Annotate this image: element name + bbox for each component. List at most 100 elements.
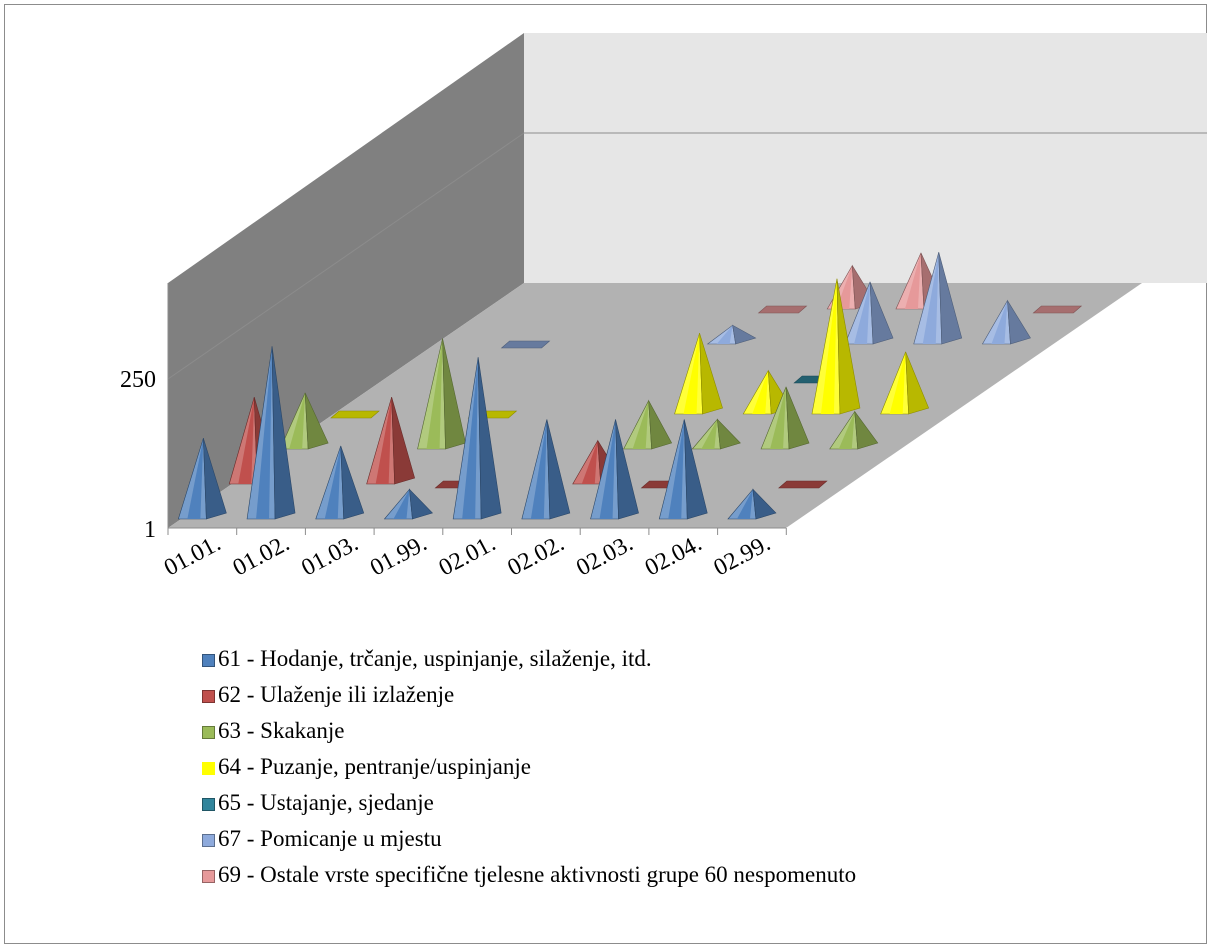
cone-mark-highlight (238, 397, 255, 484)
cone-mark-side (683, 419, 708, 520)
legend-label: 65 - Ustajanje, sjedanje (218, 790, 434, 815)
cone-mark-side (938, 252, 963, 345)
cone-mark-highlight (736, 489, 753, 519)
cone-mark-highlight (889, 351, 906, 414)
x-axis-tick-labels: 01.01. 01.02. 01.03. 01.99. 02.01. 02.02. 02.0… (160, 530, 775, 581)
cone-mark-highlight (752, 370, 769, 414)
chart-plot: 250 1 01.01. 01.02. 01.03. 01.99. 02.01. 02.0… (120, 33, 1207, 581)
side-wall-gridline (167, 132, 525, 380)
cone-mark-highlight (770, 386, 787, 449)
legend-swatch (202, 870, 215, 883)
legend-label: 63 - Skakanje (218, 718, 345, 743)
cone-mark (829, 410, 879, 450)
cone-mark (778, 480, 828, 489)
cone-mark-side (785, 386, 810, 450)
x-tick-label: 02.02. (503, 530, 568, 581)
back-wall (524, 33, 1207, 283)
cone-mark-highlight (904, 252, 921, 309)
cone-mark-base (500, 340, 551, 349)
cone-mark-highlight (820, 278, 837, 414)
cone-mark-highlight (375, 397, 392, 484)
cone-mark-highlight (701, 419, 718, 449)
cone-mark-side (648, 400, 673, 450)
cone-mark-side (304, 392, 329, 450)
legend-item: 64 - Puzanje, pentranje/uspinjanje (202, 749, 856, 785)
legend-label: 61 - Hodanje, trčanje, uspinjanje, silaž… (218, 646, 652, 671)
cone-mark-side (699, 333, 723, 415)
cone-mark-side (716, 418, 741, 450)
cone-mark-highlight (426, 338, 443, 449)
cone-mark (1032, 305, 1083, 314)
cone-mark-side (615, 419, 639, 520)
cone-mark (279, 392, 329, 450)
legend-label: 69 - Ostale vrste specifične tjelesne ak… (218, 862, 857, 887)
cone-mark-side (340, 445, 365, 520)
cone-mark-highlight (581, 440, 598, 484)
cone-mark-highlight (838, 411, 855, 449)
cone-mark (417, 338, 466, 450)
cone-mark-highlight (187, 438, 204, 519)
side-wall (168, 33, 524, 528)
cone-mark-side (1007, 300, 1031, 345)
legend-item: 61 - Hodanje, trčanje, uspinjanje, silaž… (202, 641, 856, 677)
cone-mark (521, 419, 571, 520)
cone-mark (674, 333, 723, 415)
legend-swatch (202, 762, 215, 775)
legend-swatch (202, 798, 215, 811)
cone-mark (844, 281, 894, 345)
cone-mark (452, 357, 502, 520)
cone-mark-highlight (668, 419, 685, 519)
cone-mark (880, 351, 930, 415)
cone-mark (757, 305, 808, 314)
cone-mark (383, 488, 434, 520)
legend-item: 65 - Ustajanje, sjedanje (202, 785, 856, 821)
cone-mark-side (546, 419, 571, 520)
legend-swatch (202, 654, 215, 667)
cone-mark-side (477, 357, 502, 520)
cone-mark-highlight (632, 400, 649, 449)
cone-mark-highlight (854, 281, 871, 344)
cone-mark (706, 324, 757, 345)
cone-mark-base (1032, 305, 1083, 314)
cone-mark-side (836, 278, 861, 415)
x-tick-label: 02.04. (641, 530, 706, 581)
cone-mark-base (757, 305, 808, 314)
x-tick-label: 01.02. (229, 530, 294, 581)
chart-series-cones (177, 252, 1083, 520)
cone-mark (330, 410, 380, 419)
cone-mark-side (869, 281, 894, 345)
x-tick-label: 02.03. (572, 530, 637, 581)
cone-mark-highlight (289, 392, 306, 449)
x-tick-label: 02.99. (710, 530, 775, 581)
cone-mark-highlight (530, 419, 547, 519)
cone-mark (623, 399, 673, 450)
cone-mark-highlight (599, 419, 616, 519)
chart-area: 250 1 01.01. 01.02. 01.03. 01.99. 02.01. 02.0… (4, 4, 1207, 944)
cone-mark-highlight (324, 445, 341, 519)
cone-mark-side (409, 488, 434, 520)
cone-mark (590, 419, 639, 520)
cone-mark (811, 278, 861, 415)
cone-mark-base (330, 410, 380, 419)
x-tick-label: 01.99. (366, 530, 431, 581)
cone-mark (727, 488, 777, 520)
legend: 61 - Hodanje, trčanje, uspinjanje, silaž… (202, 641, 856, 893)
cone-mark-side (905, 351, 930, 415)
x-tick-label: 02.01. (435, 530, 500, 581)
cone-mark (366, 397, 416, 485)
cone-mark-side (271, 346, 296, 520)
cone-mark-side (391, 397, 416, 485)
cone-mark-side (752, 488, 777, 520)
legend-label: 67 - Pomicanje u mjestu (218, 826, 442, 851)
cone-mark-side (732, 324, 757, 345)
legend-swatch (202, 690, 215, 703)
cone-mark-highlight (256, 346, 273, 519)
legend-label: 62 - Ulaženje ili izlaženje (218, 682, 455, 707)
cone-mark (691, 418, 741, 450)
cone-mark (981, 299, 1031, 345)
cone-mark-highlight (393, 489, 410, 519)
cone-mark-highlight (716, 325, 733, 344)
legend-item: 62 - Ulaženje ili izlaženje (202, 677, 856, 713)
cone-mark (315, 445, 365, 520)
cone-mark-side (442, 338, 466, 450)
